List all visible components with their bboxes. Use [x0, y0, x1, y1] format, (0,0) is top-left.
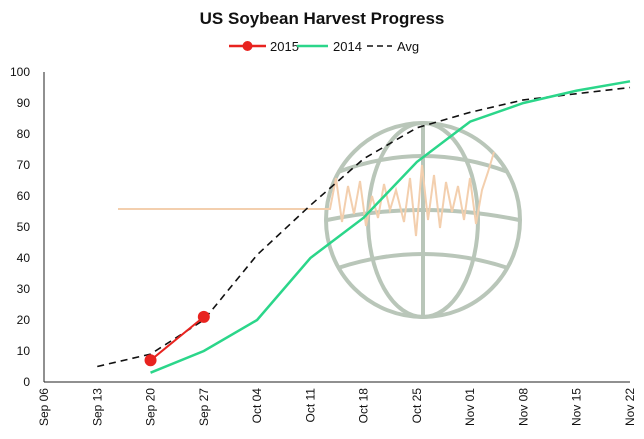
y-tick-label: 60 — [17, 189, 31, 203]
legend-label-avg: Avg — [397, 39, 419, 54]
x-tick-labels: Sep 06 Sep 13 Sep 20 Sep 27 Oct 04 Oct 11 Oct … — [37, 388, 637, 426]
x-tick-label: Oct 18 — [357, 388, 371, 424]
series-line-2014 — [150, 80, 631, 374]
x-tick-label: Nov 22 — [623, 388, 637, 426]
y-tick-label: 40 — [17, 251, 31, 265]
y-tick-label: 20 — [17, 313, 31, 327]
y-tick-label: 100 — [10, 65, 30, 79]
x-tick-label: Nov 15 — [570, 388, 584, 426]
legend-label-2014: 2014 — [333, 39, 362, 54]
y-tick-label: 90 — [17, 96, 31, 110]
globe-watermark-icon — [118, 121, 522, 319]
series-lines — [97, 80, 631, 374]
legend: 2015 2014 Avg — [229, 39, 419, 54]
y-tick-label: 10 — [17, 344, 31, 358]
x-tick-label: Sep 27 — [197, 388, 211, 426]
y-tick-labels: 0 10 20 30 40 50 60 70 80 90 100 — [10, 65, 30, 389]
x-tick-label: Oct 04 — [250, 388, 264, 424]
x-tick-label: Nov 01 — [463, 388, 477, 426]
x-tick-label: Sep 20 — [144, 388, 158, 426]
data-point-2015 — [144, 354, 157, 367]
chart-title: US Soybean Harvest Progress — [200, 9, 445, 28]
x-tick-label: Nov 08 — [516, 388, 530, 426]
y-tick-label: 30 — [17, 282, 31, 296]
x-tick-label: Oct 11 — [303, 388, 317, 423]
x-tick-label: Sep 06 — [37, 388, 51, 426]
x-tick-label: Oct 25 — [410, 388, 424, 424]
legend-marker-2015 — [242, 41, 253, 51]
y-tick-label: 80 — [17, 127, 31, 141]
y-tick-label: 70 — [17, 158, 31, 172]
y-tick-label: 50 — [17, 220, 31, 234]
y-tick-label: 0 — [23, 375, 30, 389]
data-point-2015 — [197, 310, 210, 323]
series-line-2015 — [149, 316, 205, 362]
legend-label-2015: 2015 — [270, 39, 299, 54]
x-tick-label: Sep 13 — [90, 388, 104, 426]
